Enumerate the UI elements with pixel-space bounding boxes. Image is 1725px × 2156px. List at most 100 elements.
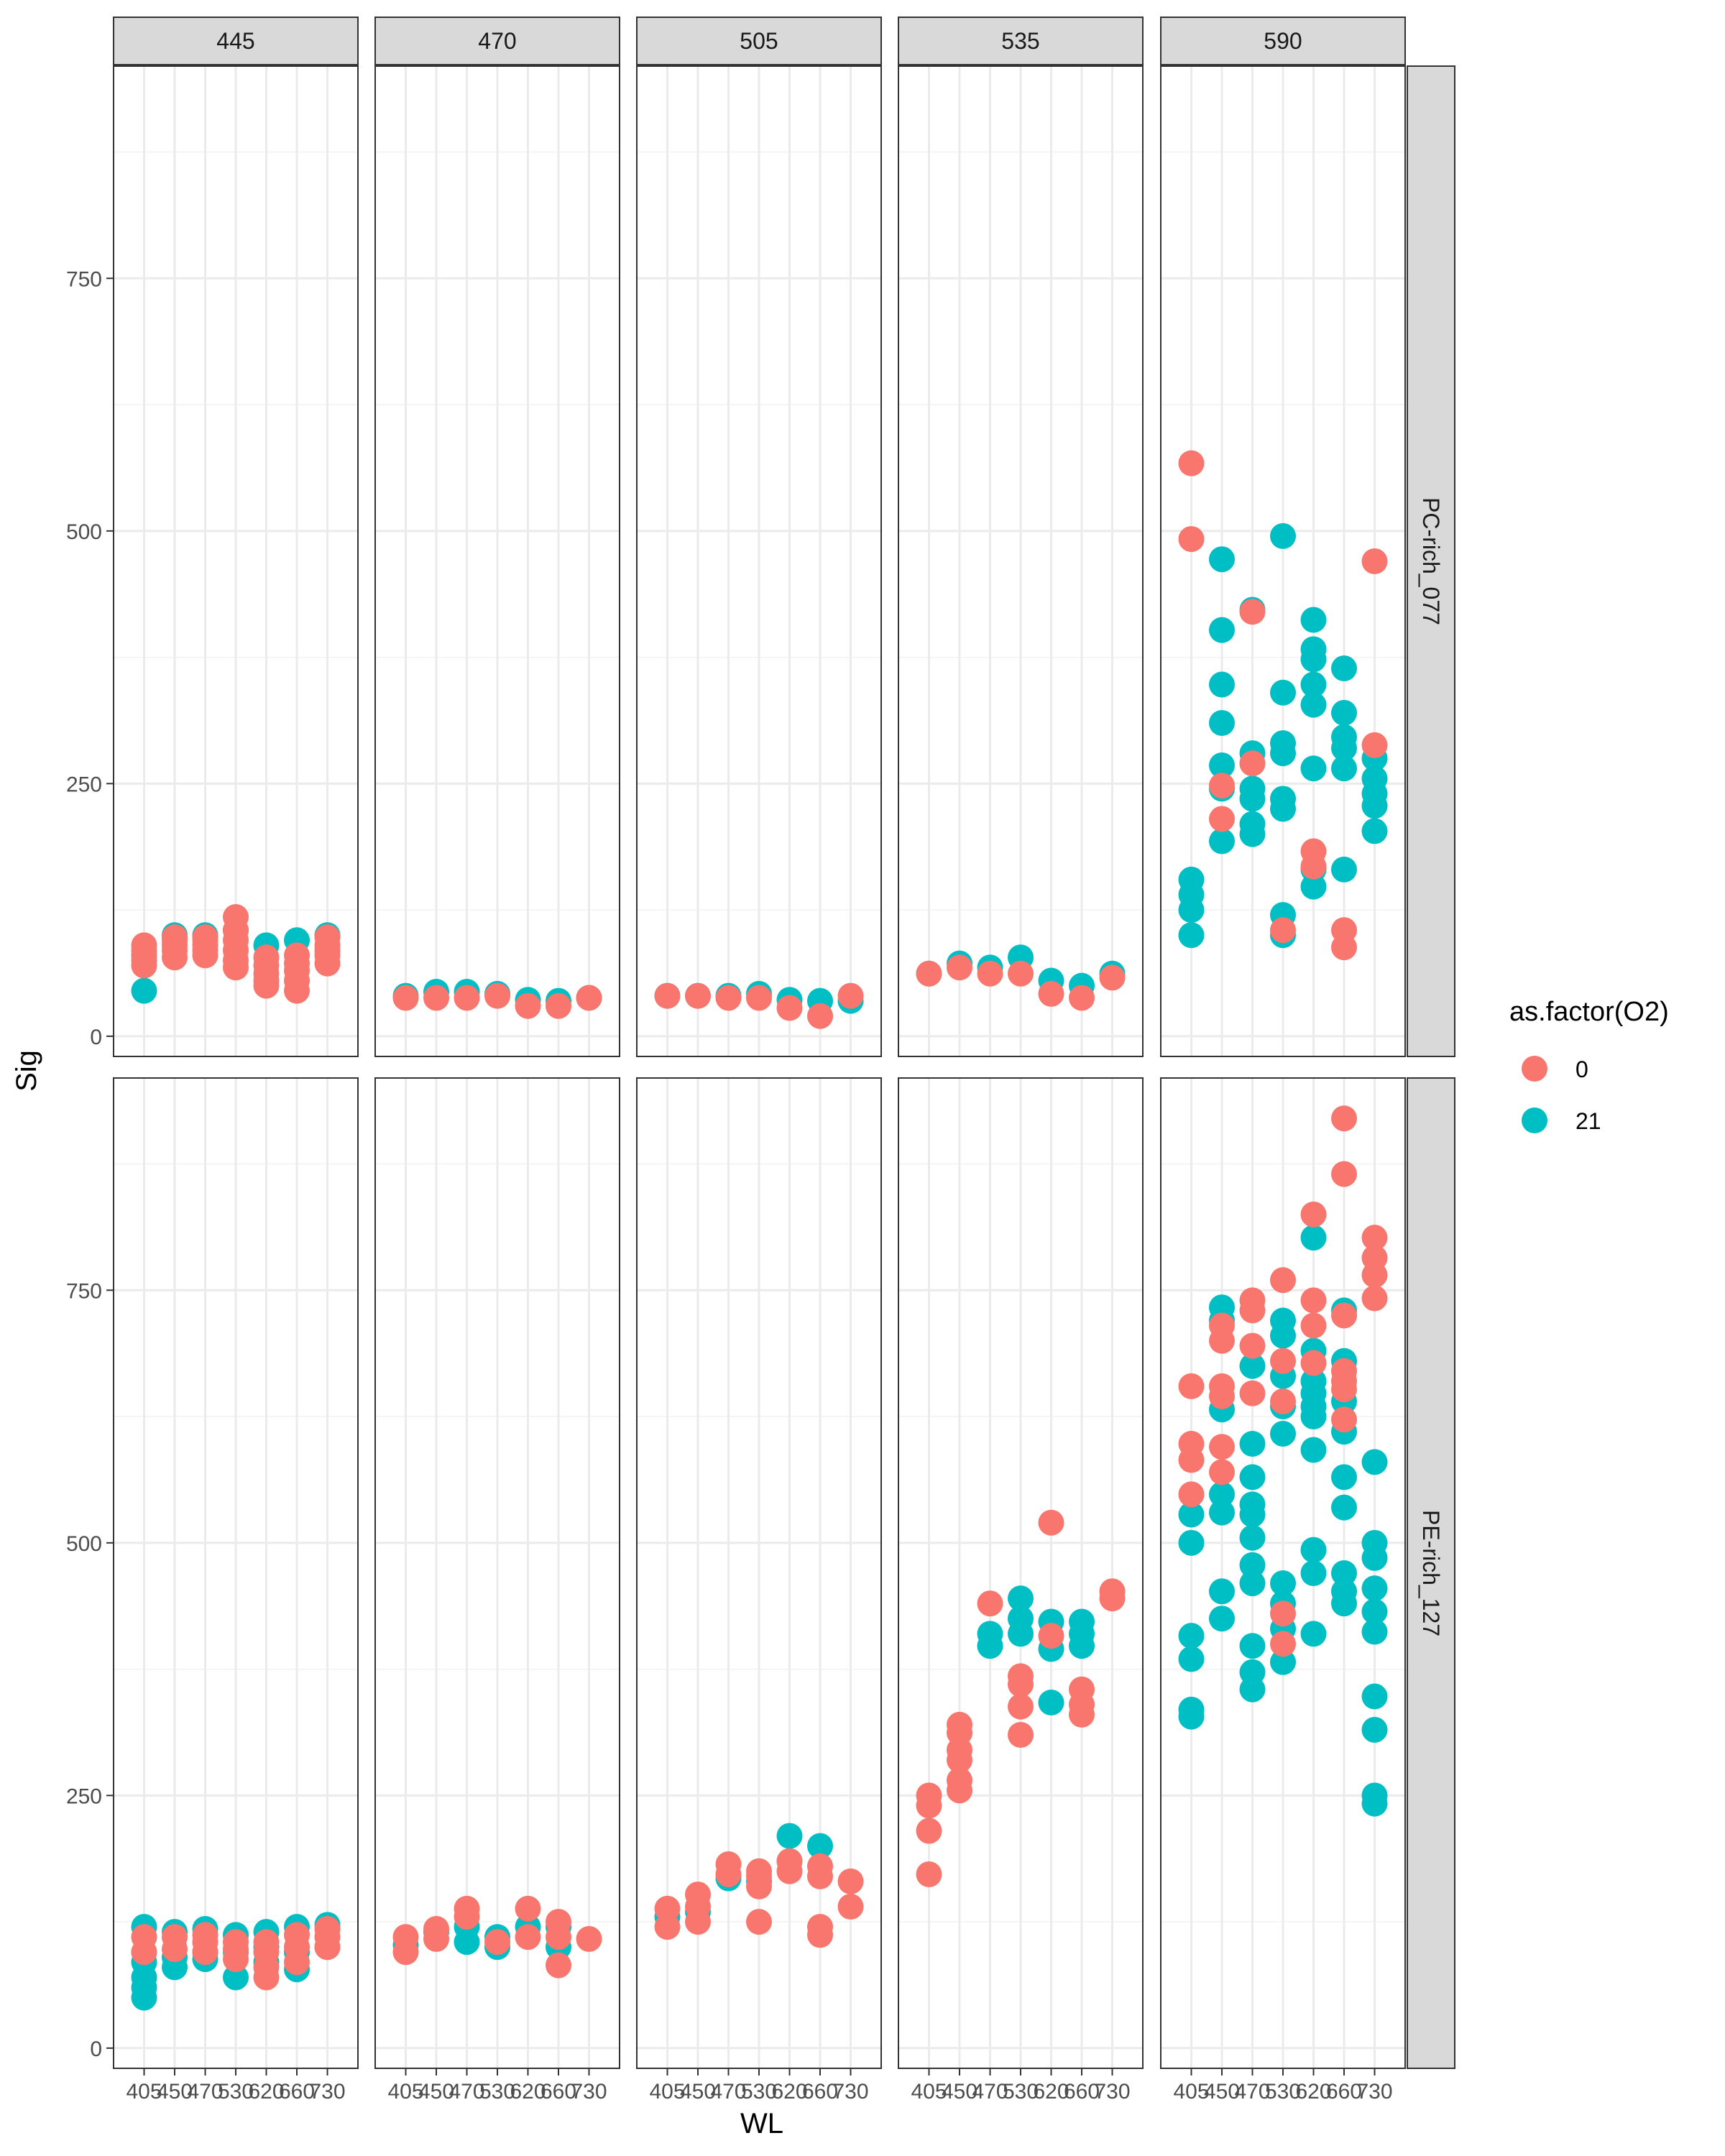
x-tick-label: 660 (1326, 2080, 1362, 2104)
point-o2-21 (1239, 1552, 1266, 1578)
points-445-PC-rich_077 (131, 903, 341, 1004)
points-535-PE-rich_127 (916, 1509, 1126, 1888)
axes-layer: 0250500750025050075040545047053062066073… (66, 267, 1393, 2104)
point-o2-21 (1300, 1404, 1327, 1430)
point-o2-0 (423, 985, 449, 1011)
legend-label-21: 21 (1576, 1108, 1601, 1134)
point-o2-0 (715, 1851, 742, 1877)
point-o2-21 (1209, 752, 1235, 779)
x-tick-label: 450 (680, 2080, 716, 2104)
panels-layer: 445 470 505 535 590 PC-rich_077 PE-rich_127 (113, 17, 1455, 2069)
points-590-PC-rich_077 (1178, 450, 1388, 961)
point-o2-0 (1178, 526, 1205, 553)
point-o2-21 (1209, 828, 1235, 854)
points-535-PC-rich_077 (916, 944, 1126, 1011)
panel-border (374, 65, 620, 1057)
point-o2-21 (1239, 1353, 1266, 1379)
x-tick-label: 660 (802, 2080, 838, 2104)
facet-strip-row-PC-rich_077 (1407, 65, 1455, 1057)
point-o2-21 (1270, 1322, 1296, 1349)
point-o2-0 (1239, 599, 1266, 625)
point-o2-0 (837, 1894, 864, 1920)
x-tick-label: 620 (510, 2080, 546, 2104)
point-o2-21 (1239, 1570, 1266, 1597)
x-tick-label: 470 (972, 2080, 1008, 2104)
point-o2-21 (1239, 821, 1266, 847)
point-o2-0 (807, 1914, 833, 1940)
point-o2-21 (1331, 1464, 1357, 1491)
point-o2-0 (1300, 1312, 1327, 1339)
point-o2-0 (1361, 1225, 1388, 1251)
legend-key-21 (1522, 1107, 1547, 1133)
legend-key-0 (1522, 1056, 1547, 1082)
point-o2-0 (1008, 1721, 1034, 1748)
point-o2-0 (1178, 1447, 1205, 1473)
point-o2-21 (1300, 1537, 1327, 1563)
point-o2-0 (654, 982, 681, 1009)
point-o2-21 (1209, 1481, 1235, 1508)
point-o2-0 (223, 1929, 249, 1955)
point-o2-0 (1008, 960, 1034, 987)
panel-border (898, 65, 1144, 1057)
y-tick-label: 500 (66, 520, 102, 544)
point-o2-0 (1038, 1623, 1064, 1649)
point-o2-0 (131, 932, 157, 959)
facet-label-row-PC-rich_077: PC-rich_077 (1418, 497, 1444, 625)
y-axis-title: Sig (11, 1050, 42, 1092)
point-o2-0 (484, 982, 510, 1009)
x-tick-label: 450 (1204, 2080, 1240, 2104)
x-tick-label: 470 (448, 2080, 484, 2104)
point-o2-21 (1331, 655, 1357, 682)
y-tick-label: 0 (90, 2037, 102, 2061)
facet-label-col-505: 505 (740, 28, 778, 54)
point-o2-0 (715, 985, 742, 1011)
point-o2-0 (1361, 548, 1388, 574)
point-o2-0 (576, 1926, 602, 1953)
point-o2-21 (1239, 1464, 1266, 1491)
point-o2-21 (1300, 671, 1327, 698)
point-o2-0 (1331, 1302, 1357, 1329)
point-o2-21 (1361, 1683, 1388, 1710)
point-o2-21 (776, 1823, 803, 1849)
x-tick-label: 660 (540, 2080, 576, 2104)
point-o2-0 (1361, 1285, 1388, 1312)
point-o2-21 (1300, 1560, 1327, 1586)
x-tick-label: 620 (771, 2080, 807, 2104)
point-o2-0 (454, 1895, 480, 1922)
point-o2-0 (1038, 980, 1064, 1007)
point-o2-0 (546, 1952, 571, 1978)
facet-label-col-590: 590 (1264, 28, 1302, 54)
panel-border (636, 65, 882, 1057)
point-o2-0 (1239, 1380, 1266, 1406)
point-o2-0 (1270, 1267, 1296, 1294)
x-tick-label: 405 (1173, 2080, 1209, 2104)
point-o2-0 (162, 1924, 188, 1950)
point-o2-0 (1069, 985, 1095, 1011)
point-o2-21 (1270, 679, 1296, 706)
legend-title: as.factor(O2) (1509, 997, 1669, 1027)
point-o2-0 (546, 1909, 571, 1935)
x-tick-label: 470 (187, 2080, 223, 2104)
x-tick-label: 730 (1094, 2080, 1130, 2104)
point-o2-0 (546, 992, 571, 1019)
x-tick-label: 730 (309, 2080, 345, 2104)
facet-strip-col-505 (636, 17, 882, 65)
point-o2-21 (1270, 740, 1296, 767)
point-o2-21 (1270, 1570, 1296, 1597)
point-o2-0 (746, 1909, 772, 1935)
x-tick-label: 470 (710, 2080, 746, 2104)
point-o2-21 (1239, 1431, 1266, 1457)
point-o2-0 (1300, 853, 1327, 880)
point-o2-21 (1361, 793, 1388, 819)
point-o2-21 (1300, 646, 1327, 673)
point-o2-21 (1361, 1716, 1388, 1743)
point-o2-21 (1300, 1621, 1327, 1647)
panel-border (1160, 65, 1406, 1057)
point-o2-21 (1178, 1646, 1205, 1672)
point-o2-0 (1239, 1297, 1266, 1324)
points-470-PC-rich_077 (392, 979, 602, 1019)
point-o2-0 (1209, 1434, 1235, 1460)
point-o2-21 (1300, 607, 1327, 633)
point-o2-0 (1008, 1663, 1034, 1690)
